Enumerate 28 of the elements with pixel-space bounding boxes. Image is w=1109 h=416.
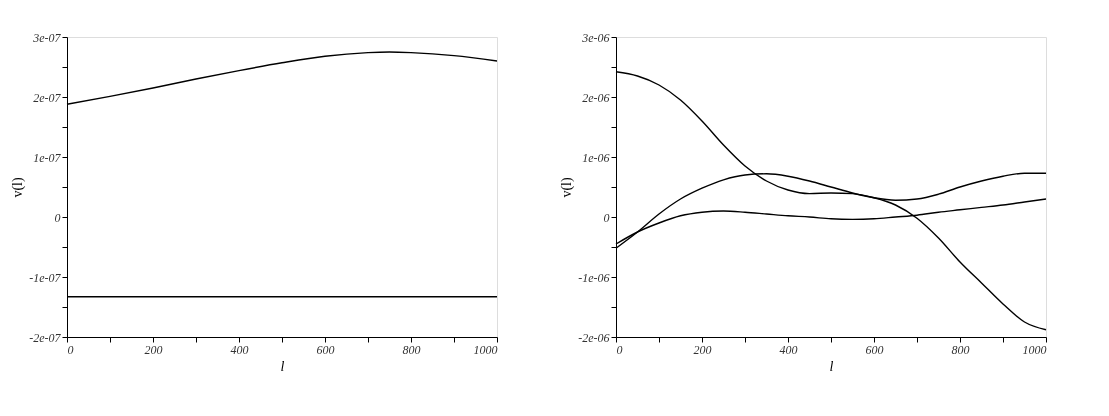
y-tick-label: 1e-06 — [582, 150, 610, 165]
x-tick-label: 400 — [779, 342, 798, 357]
y-tick-label: 0 — [54, 210, 61, 225]
x-tick-label: 200 — [144, 342, 163, 357]
y-axis-title: v(l) — [10, 177, 27, 198]
y-tick-label: 2e-06 — [582, 90, 610, 105]
x-tick-label: 800 — [951, 342, 970, 357]
x-tick-label: 1000 — [473, 342, 498, 357]
x-tick-label: 400 — [230, 342, 249, 357]
x-tick-label: 800 — [402, 342, 421, 357]
y-tick-label: 3e-07 — [32, 30, 62, 45]
y-tick-label: -1e-06 — [578, 270, 610, 285]
x-tick-label: 0 — [616, 342, 623, 357]
y-tick-label: 1e-07 — [33, 150, 62, 165]
x-tick-label: 200 — [693, 342, 712, 357]
x-axis-title: l — [829, 358, 834, 374]
y-tick-label: 0 — [603, 210, 610, 225]
x-axis-title: l — [280, 358, 285, 374]
y-tick-label: -2e-06 — [578, 330, 610, 345]
y-tick-label: -1e-07 — [29, 270, 62, 285]
y-axis-title: v(l) — [559, 177, 576, 198]
x-tick-label: 0 — [67, 342, 74, 357]
x-tick-label: 600 — [865, 342, 884, 357]
y-tick-label: 3e-06 — [581, 30, 610, 45]
x-tick-label: 600 — [316, 342, 335, 357]
y-tick-label: 2e-07 — [33, 90, 62, 105]
y-tick-label: -2e-07 — [29, 330, 62, 345]
x-tick-label: 1000 — [1022, 342, 1047, 357]
